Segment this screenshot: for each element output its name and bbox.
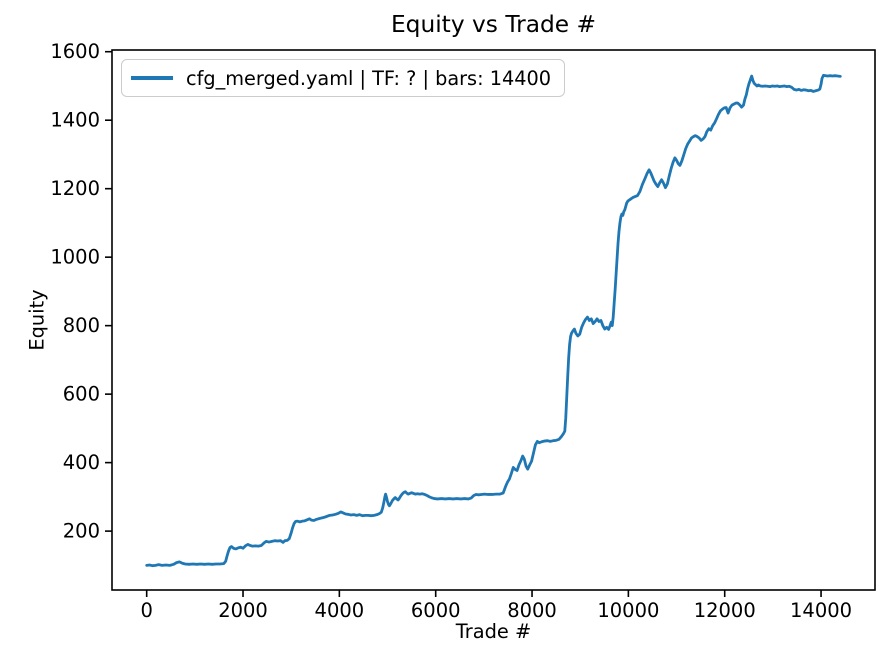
x-tick-label: 14000	[790, 599, 852, 622]
y-tick-label: 1000	[50, 246, 100, 269]
y-axis-label: Equity	[25, 289, 49, 351]
y-tick-label: 600	[63, 383, 100, 406]
y-tick-label: 200	[63, 520, 100, 543]
y-tick-label: 1400	[50, 109, 100, 132]
legend-line-sample-icon	[131, 76, 173, 80]
chart-title: Equity vs Trade #	[390, 11, 597, 38]
legend: cfg_merged.yaml | TF: ? | bars: 14400	[121, 59, 566, 97]
x-axis-label: Trade #	[455, 620, 532, 643]
y-tick-label: 400	[63, 451, 100, 474]
y-tick-label: 800	[63, 314, 100, 337]
plot-area	[112, 50, 875, 590]
x-tick-label: 2000	[218, 599, 268, 622]
equity-line-series	[145, 73, 842, 568]
x-tick-label: 8000	[507, 599, 557, 622]
x-axis-ticks: 0 2000 4000 6000 8000 10000 12000 14000	[140, 590, 852, 622]
equity-curve	[145, 73, 842, 568]
y-tick-label: 1600	[50, 40, 100, 63]
x-tick-label: 0	[140, 599, 152, 622]
axes-spines	[111, 49, 876, 591]
x-tick-label: 12000	[694, 599, 756, 622]
x-tick-label: 10000	[597, 599, 659, 622]
x-tick-label: 6000	[411, 599, 461, 622]
x-tick-label: 4000	[315, 599, 365, 622]
legend-label: cfg_merged.yaml | TF: ? | bars: 14400	[186, 66, 552, 90]
y-axis-ticks: 200 400 600 800 1000 1200 1400 1600	[50, 40, 112, 543]
y-tick-label: 1200	[50, 177, 100, 200]
